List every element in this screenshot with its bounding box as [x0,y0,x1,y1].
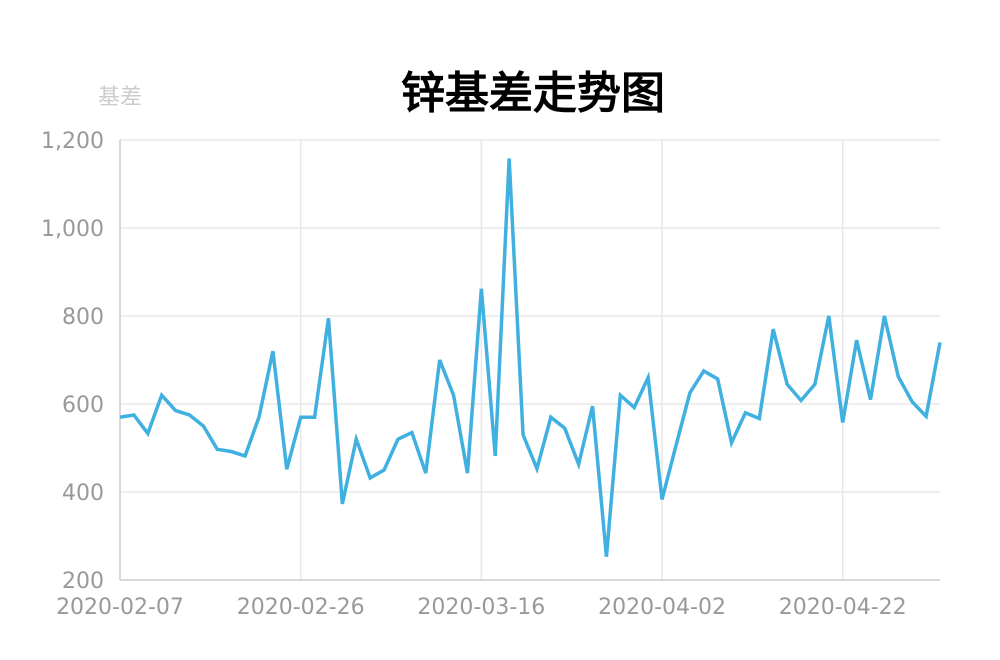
x-tick-label: 2020-02-26 [237,595,365,620]
grid [120,139,940,580]
y-tick-label: 400 [62,481,104,506]
series-line [119,158,942,557]
x-tick-label: 2020-04-02 [598,595,726,620]
y-axis-ticks: 200 400 600 800 1,000 1,200 [41,129,104,594]
y-tick-label: 1,000 [41,217,104,242]
x-tick-label: 2020-03-16 [417,595,545,620]
x-tick-label: 2020-04-22 [779,595,907,620]
x-tick-label: 2020-02-07 [56,595,184,620]
chart-title: 锌基差走势图 [401,68,665,119]
y-tick-label: 200 [62,569,104,594]
x-axis-ticks: 2020-02-07 2020-02-26 2020-03-16 2020-04-02… [56,595,907,620]
axes [119,140,940,581]
y-tick-label: 1,200 [41,129,104,154]
y-axis-label: 基差 [98,85,142,110]
y-tick-label: 800 [62,305,104,330]
y-tick-label: 600 [62,393,104,418]
series-group [119,158,942,557]
